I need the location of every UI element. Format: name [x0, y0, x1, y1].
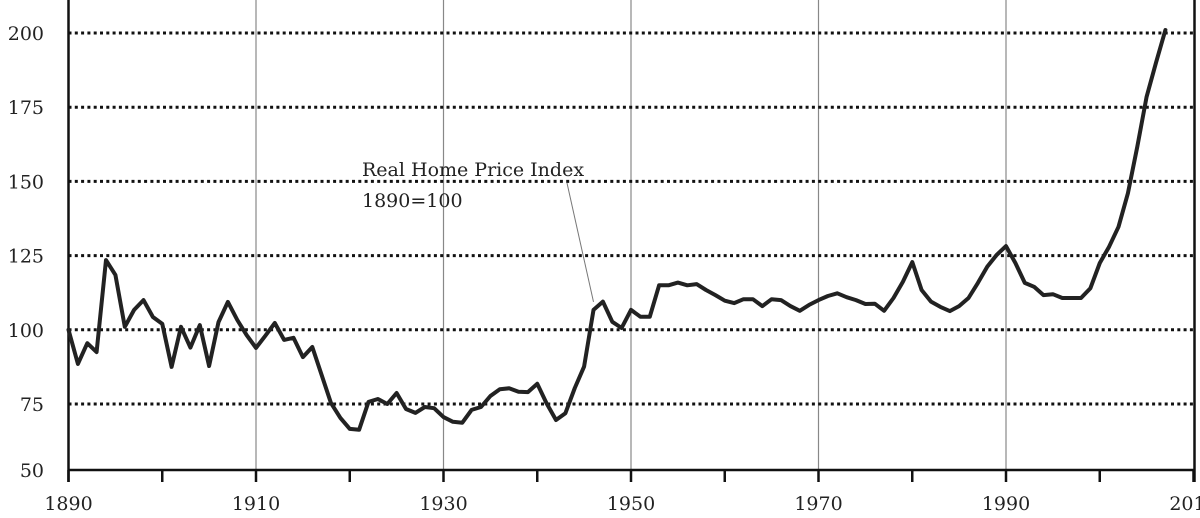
y-tick-label-50: 50: [20, 460, 44, 482]
annotation-base: 1890=100: [362, 190, 463, 212]
tick-labels: 1890 1910 1930 1950 1970 1990 2010 50 75 100 125 15…: [8, 23, 1200, 515]
series-line-real-home-price-index: [66, 28, 1168, 432]
horizontal-gridlines: [68, 31, 1194, 406]
x-tick-label-1890: 1890: [44, 493, 92, 515]
axes: [67, 0, 1196, 482]
y-tick-label-100: 100: [8, 320, 44, 342]
annotation-title: Real Home Price Index: [362, 159, 584, 181]
y-tick-label-200: 200: [8, 23, 44, 45]
y-tick-label-175: 175: [8, 97, 44, 119]
y-tick-label-150: 150: [8, 171, 44, 193]
y-tick-label-125: 125: [8, 246, 44, 268]
x-tick-label-1990: 1990: [982, 493, 1030, 515]
x-tick-label-1970: 1970: [794, 493, 842, 515]
x-tick-label-2010: 2010: [1169, 493, 1200, 515]
vertical-gridlines: [255, 0, 1007, 470]
y-tick-label-75: 75: [20, 394, 44, 416]
annotation-leader-line: [566, 182, 594, 303]
x-tick-label-1950: 1950: [607, 493, 655, 515]
x-tick-label-1910: 1910: [232, 493, 280, 515]
x-tick-label-1930: 1930: [419, 493, 467, 515]
